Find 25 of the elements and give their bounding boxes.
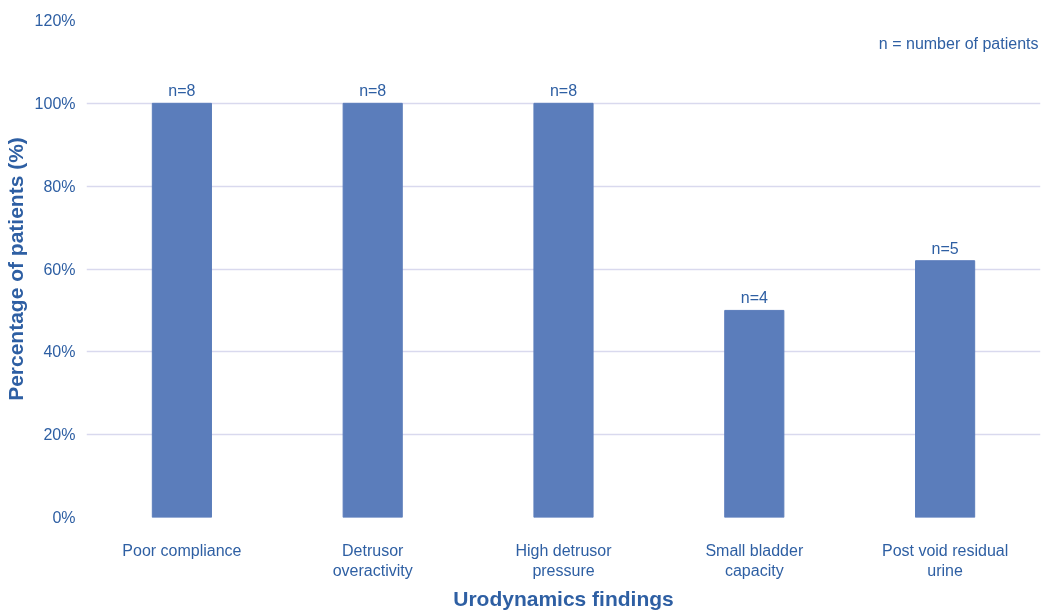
y-axis-title: Percentage of patients (%) bbox=[3, 137, 27, 401]
x-tick-label: Post void residual urine bbox=[881, 541, 1009, 579]
x-tick-label: High detrusor pressure bbox=[515, 541, 613, 579]
y-tick-label: 100% bbox=[34, 94, 76, 112]
y-tick-label: 40% bbox=[43, 343, 76, 361]
y-tick-label: 60% bbox=[43, 260, 76, 278]
y-tick-label: 20% bbox=[43, 426, 76, 444]
y-tick-label: 80% bbox=[43, 177, 76, 195]
y-tick-label: 120% bbox=[34, 12, 76, 29]
x-axis-title: Urodynamics findings bbox=[453, 586, 674, 610]
annotation: n=8 bbox=[359, 82, 387, 100]
x-tick-label: Poor compliance bbox=[122, 541, 242, 559]
bar bbox=[533, 102, 594, 518]
annotation: n=8 bbox=[549, 82, 578, 100]
bar bbox=[151, 102, 212, 518]
x-tick-label: Small bladder capacity bbox=[705, 541, 804, 579]
annotation: n=5 bbox=[931, 239, 959, 257]
bar bbox=[915, 260, 976, 518]
bar bbox=[342, 102, 403, 518]
x-tick-label: Detrusor overactivity bbox=[332, 541, 413, 579]
annotation: n=4 bbox=[740, 289, 768, 307]
bar bbox=[724, 309, 785, 518]
y-tick-label: 0% bbox=[52, 509, 76, 526]
annotation: n=8 bbox=[168, 82, 196, 100]
annotation: n = number of patients bbox=[878, 34, 1039, 52]
